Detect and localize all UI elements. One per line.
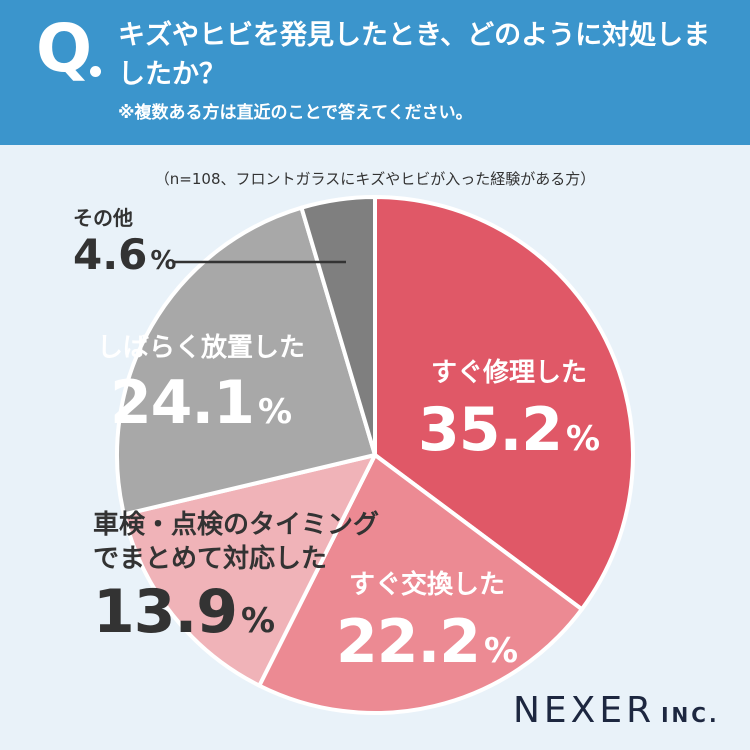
question-note: ※複数ある方は直近のことで答えてください。 — [118, 103, 473, 123]
slice-inspection — [121, 453, 377, 688]
slice-label-replace: すぐ交換した 22.2% — [336, 572, 518, 672]
pie-slices — [115, 195, 635, 715]
slice-name-line-1: 車検・点検のタイミング — [93, 510, 380, 540]
sample-note: （n=108、フロントガラスにキズやヒビが入った経験がある方） — [154, 170, 596, 188]
slice-name-line-2: でまとめて対応した — [93, 544, 328, 574]
slice-value: 4.6 — [73, 230, 148, 279]
q-dot — [90, 66, 101, 77]
slice-value: 24.1 — [109, 368, 255, 438]
slice-value: 13.9 — [93, 577, 238, 647]
slice-label-repair: すぐ修理した 35.2% — [418, 360, 600, 460]
slice-name: しばらく放置した — [97, 333, 306, 363]
slice-name: すぐ交換した — [349, 570, 506, 600]
question-header: Q キズやヒビを発見したとき、どのように対処しましたか？ ※複数ある方は直近のこ… — [0, 0, 750, 145]
slice-name: その他 — [73, 206, 133, 230]
slice-value: 22.2 — [336, 607, 481, 677]
question-title: キズやヒビを発見したとき、どのように対処しましたか？ — [118, 20, 711, 90]
logo-suffix: INC. — [661, 703, 720, 727]
slice-repair — [373, 195, 635, 612]
slice-label-other: その他 4.6% — [73, 208, 176, 276]
q-mark: Q — [36, 10, 93, 87]
slice-unit: % — [257, 392, 293, 432]
slice-unit: % — [150, 246, 177, 276]
slice-replace — [257, 453, 584, 715]
slice-label-inspection: 車検・点検のタイミング でまとめて対応した 13.9% — [93, 512, 379, 642]
slice-unit: % — [484, 631, 519, 671]
slice-unit: % — [241, 601, 276, 641]
slice-name: すぐ修理した — [431, 358, 588, 388]
slice-unit: % — [566, 419, 601, 459]
logo-name: NEXER — [513, 690, 656, 731]
slice-label-leave: しばらく放置した 24.1% — [97, 335, 305, 433]
slice-leave — [115, 205, 377, 517]
nexer-logo: NEXER INC. — [513, 690, 720, 731]
slice-value: 35.2 — [418, 395, 563, 465]
